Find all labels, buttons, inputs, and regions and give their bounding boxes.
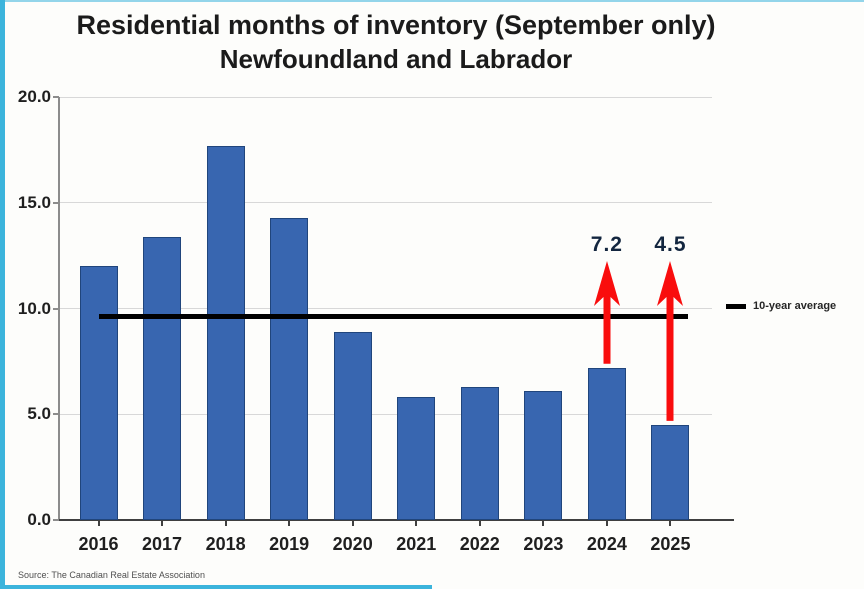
red-up-arrow-icon-2024 [593,261,620,364]
x-tick-2025 [669,520,672,526]
bar-2016 [79,266,118,520]
x-tick-label-2020: 2020 [332,534,373,554]
bar-2025 [651,424,690,520]
bar-2023 [524,390,563,520]
chart-title-line1: Residential months of inventory (Septemb… [76,10,716,40]
legend-label: 10-year average [753,300,837,312]
x-tick-label-2019: 2019 [269,534,310,554]
y-tick-10.0 [53,307,59,310]
bar-2020 [333,331,372,520]
left-accent-border [0,0,5,589]
top-accent-border [0,0,864,2]
y-tick-label-15.0: 15.0 [17,192,51,212]
y-tick-label-20.0: 20.0 [17,87,51,106]
x-tick-2021 [415,520,418,526]
x-tick-label-2025: 2025 [650,534,691,554]
x-tick-2023 [542,520,545,526]
bar-2019 [270,217,309,520]
chart-title-line2: Newfoundland and Labrador [219,43,573,74]
y-tick-5.0 [53,413,59,416]
x-tick-2018 [224,520,227,526]
x-tick-2019 [288,520,291,526]
bar-2017 [143,236,182,520]
gridline-20.0 [59,96,712,98]
bar-2022 [460,386,499,520]
y-tick-label-5.0: 5.0 [27,404,51,424]
x-tick-2016 [97,520,100,526]
gridline-10.0 [59,308,712,309]
x-tick-2020 [351,520,354,526]
annotation-value-2024: 7.2 [590,233,623,256]
y-tick-label-0.0: 0.0 [27,510,51,529]
y-axis [58,97,60,520]
bar-2024 [587,367,626,520]
average-line [98,314,689,320]
bar-2018 [206,145,245,520]
legend: 10-year average [726,300,836,312]
red-up-arrow-icon-2025 [657,260,684,421]
average-line-swatch-icon [726,303,746,309]
bottom-accent-border [0,585,432,589]
x-tick-label-2018: 2018 [205,534,246,554]
x-tick-label-2017: 2017 [142,534,183,554]
chart-title: Residential months of inventory (Septemb… [10,8,782,76]
x-axis [59,519,734,521]
x-tick-label-2022: 2022 [459,534,500,554]
x-tick-2017 [161,520,164,526]
bar-2021 [397,397,436,520]
y-tick-label-10.0: 10.0 [17,298,51,318]
x-tick-label-2016: 2016 [78,534,119,554]
y-tick-0.0 [53,519,59,521]
gridline-15.0 [59,202,712,204]
y-tick-20.0 [53,96,59,98]
x-tick-2022 [478,520,481,526]
source-note: Source: The Canadian Real Estate Associa… [18,570,205,580]
x-tick-2024 [605,520,608,526]
x-tick-label-2024: 2024 [586,534,627,554]
gridline-5.0 [59,413,712,415]
annotation-value-2025: 4.5 [654,233,687,256]
y-tick-15.0 [53,201,59,204]
x-tick-label-2021: 2021 [396,534,437,554]
x-tick-label-2023: 2023 [523,534,564,554]
